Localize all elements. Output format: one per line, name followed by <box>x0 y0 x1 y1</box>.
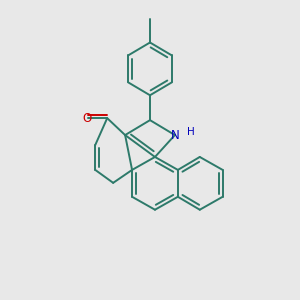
Text: O: O <box>82 112 92 124</box>
Text: H: H <box>188 127 195 137</box>
Text: N: N <box>170 129 179 142</box>
